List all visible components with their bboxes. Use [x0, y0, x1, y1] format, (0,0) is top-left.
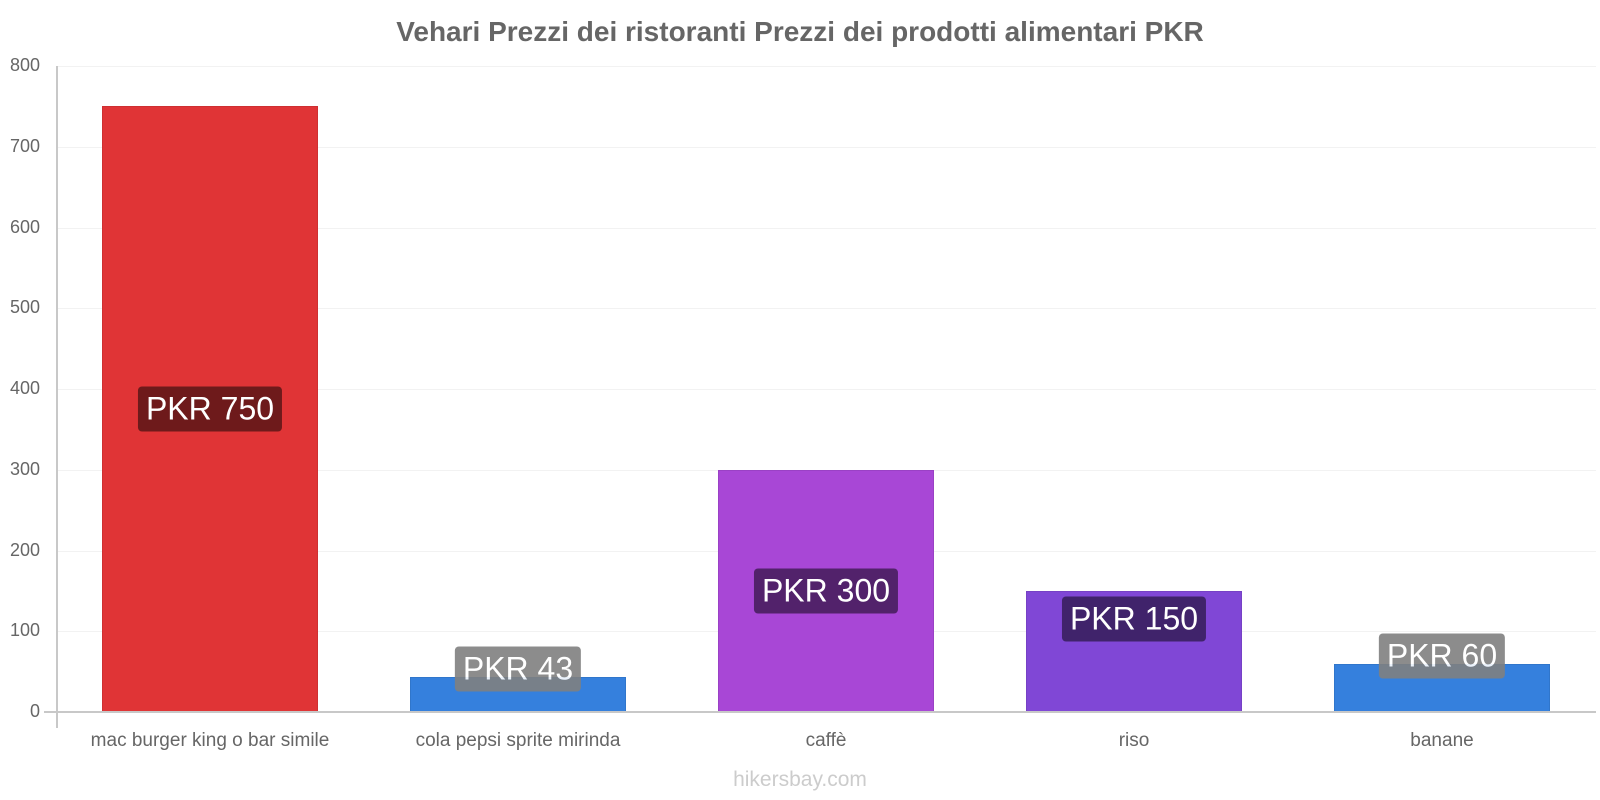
gridline	[56, 146, 1596, 148]
x-tick-label: caffè	[805, 730, 847, 751]
y-tick-label: 500	[9, 297, 40, 318]
footer-watermark: hikersbay.com	[733, 768, 867, 791]
value-label: PKR 60	[1378, 633, 1506, 679]
x-axis-line	[56, 711, 1596, 713]
gridline	[56, 66, 1596, 67]
y-tick-label: 800	[9, 55, 40, 75]
y-axis-line	[56, 66, 58, 728]
x-tick-label: riso	[1118, 730, 1150, 751]
y-tick-label: 300	[9, 458, 40, 479]
value-label: PKR 300	[753, 568, 899, 614]
value-label: PKR 150	[1061, 596, 1207, 642]
y-tick-label: 100	[9, 620, 40, 641]
y-tick-mark	[44, 711, 56, 713]
gridline	[56, 308, 1596, 310]
y-tick-label: 600	[9, 216, 40, 237]
value-label: PKR 43	[454, 646, 582, 692]
y-tick-label: 200	[9, 539, 40, 560]
y-tick-label: 0	[29, 701, 40, 721]
value-label: PKR 750	[137, 386, 283, 432]
gridline	[56, 389, 1596, 390]
plot-area: PKR 750 PKR 43 PKR 300 PKR 150 PKR 60	[56, 66, 1596, 712]
x-tick-label: banane	[1410, 730, 1474, 751]
x-tick-label: mac burger king o bar simile	[90, 730, 330, 751]
x-tick-label: cola pepsi sprite mirinda	[415, 730, 621, 751]
chart-title: Vehari Prezzi dei ristoranti Prezzi dei …	[396, 16, 1204, 47]
y-tick-label: 400	[9, 378, 40, 398]
y-tick-label: 700	[9, 135, 40, 156]
gridline	[56, 227, 1596, 229]
